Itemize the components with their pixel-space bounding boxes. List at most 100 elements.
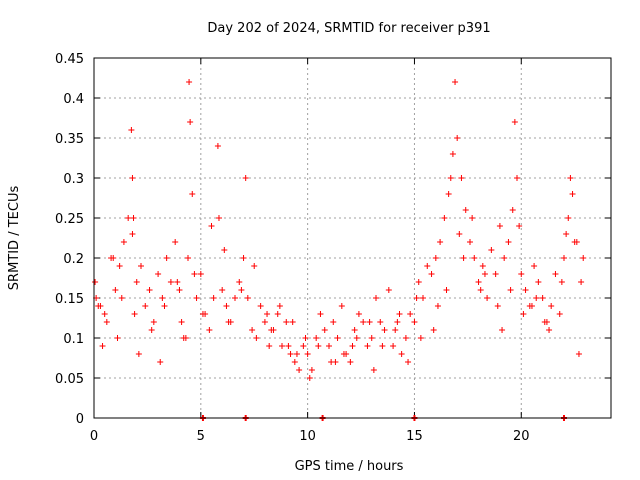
data-point xyxy=(261,319,268,325)
data-point xyxy=(321,327,328,333)
data-point xyxy=(417,335,424,341)
data-point xyxy=(458,175,465,181)
data-point xyxy=(244,295,251,301)
data-point xyxy=(516,223,523,229)
data-point xyxy=(223,303,230,309)
data-point xyxy=(315,343,322,349)
data-point xyxy=(157,359,164,365)
x-tick-label: 0 xyxy=(90,429,98,444)
data-point xyxy=(541,319,548,325)
data-point xyxy=(206,327,213,333)
data-point xyxy=(575,351,582,357)
data-point xyxy=(477,287,484,293)
data-point xyxy=(456,231,463,237)
data-point xyxy=(360,319,367,325)
data-point xyxy=(366,319,373,325)
data-point xyxy=(302,335,309,341)
data-point xyxy=(467,239,473,245)
grid-lines xyxy=(94,58,611,418)
data-point xyxy=(552,271,559,277)
data-point xyxy=(452,79,459,85)
data-point xyxy=(129,175,136,181)
data-point xyxy=(469,215,476,221)
data-point xyxy=(191,271,198,277)
data-point xyxy=(287,351,294,357)
x-tick-label: 10 xyxy=(299,429,316,444)
data-point xyxy=(308,367,315,373)
y-tick-label: 0 xyxy=(76,412,84,427)
data-point xyxy=(236,279,243,285)
y-tick-label: 0.05 xyxy=(55,372,84,387)
data-point xyxy=(221,247,228,253)
data-point xyxy=(443,287,450,293)
y-tick-label: 0.15 xyxy=(55,292,84,307)
data-point xyxy=(509,207,516,213)
data-point xyxy=(215,215,222,221)
data-point xyxy=(447,175,454,181)
data-point xyxy=(518,271,525,277)
data-point xyxy=(413,295,420,301)
data-point xyxy=(118,295,125,301)
data-point xyxy=(146,287,153,293)
data-point xyxy=(193,295,200,301)
data-point xyxy=(199,311,206,317)
data-point xyxy=(210,295,217,301)
data-point xyxy=(479,263,486,269)
data-point xyxy=(522,287,529,293)
data-point xyxy=(392,327,399,333)
data-point xyxy=(332,359,339,365)
data-point xyxy=(424,263,431,269)
data-point xyxy=(428,271,435,277)
data-point xyxy=(445,191,452,197)
data-point xyxy=(189,191,196,197)
data-point xyxy=(159,295,166,301)
data-point xyxy=(563,231,570,237)
data-point xyxy=(208,223,215,229)
data-point xyxy=(420,295,426,301)
data-point xyxy=(182,335,189,341)
data-point xyxy=(569,191,576,197)
data-point xyxy=(313,335,320,341)
data-point xyxy=(304,351,311,357)
data-point xyxy=(520,311,527,317)
data-point xyxy=(131,311,138,317)
data-point xyxy=(402,335,409,341)
data-point xyxy=(394,319,401,325)
data-point xyxy=(454,135,461,141)
data-point xyxy=(460,255,467,261)
data-point xyxy=(268,327,275,333)
data-point xyxy=(155,271,162,277)
data-point xyxy=(172,239,179,245)
data-point xyxy=(514,175,520,181)
data-point xyxy=(186,79,193,85)
data-point xyxy=(434,303,441,309)
data-point xyxy=(283,319,290,325)
data-point xyxy=(197,271,204,277)
data-point xyxy=(533,295,540,301)
x-tick-label: 5 xyxy=(197,429,205,444)
data-point xyxy=(150,319,157,325)
data-point xyxy=(138,263,144,269)
data-point xyxy=(430,327,437,333)
chart-title: Day 202 of 2024, SRMTID for receiver p39… xyxy=(207,21,490,36)
y-tick-label: 0.4 xyxy=(63,92,84,107)
data-point xyxy=(411,319,418,325)
data-point xyxy=(112,287,119,293)
data-point xyxy=(390,343,397,349)
data-point xyxy=(578,279,585,285)
x-tick-label: 15 xyxy=(406,429,423,444)
data-point xyxy=(99,343,106,349)
data-point xyxy=(249,327,256,333)
data-point xyxy=(266,343,273,349)
data-point xyxy=(125,215,132,221)
data-point xyxy=(462,207,469,213)
data-point xyxy=(161,303,168,309)
data-point xyxy=(415,279,422,285)
data-point xyxy=(101,311,108,317)
data-point xyxy=(340,351,347,357)
data-point xyxy=(219,287,226,293)
data-point xyxy=(377,319,384,325)
data-point xyxy=(142,303,149,309)
data-point xyxy=(317,311,324,317)
